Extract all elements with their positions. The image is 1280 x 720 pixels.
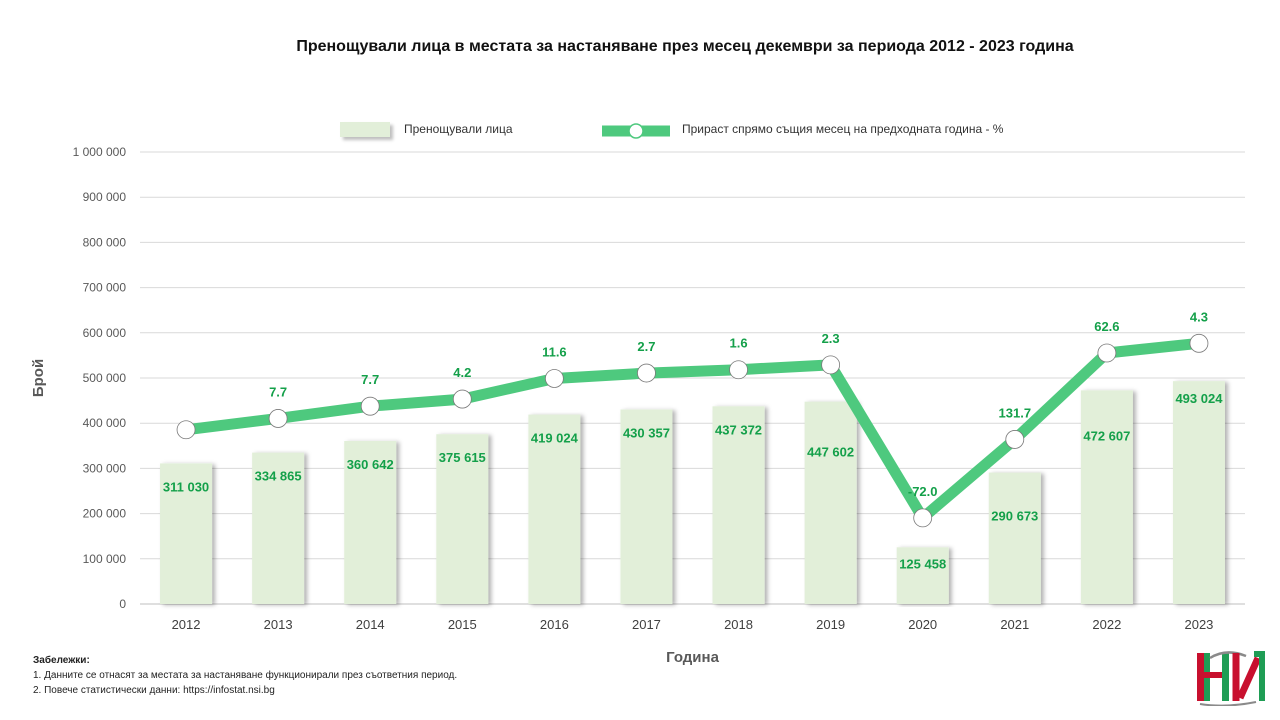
bar [344,440,397,604]
bar-data-label: 472 607 [1083,428,1130,443]
y-tick-label: 400 000 [83,416,127,430]
legend-label-bars: Пренощували лица [404,122,513,136]
line-data-label: 7.7 [269,384,287,399]
bar-data-label: 125 458 [899,556,946,571]
bar-data-label: 334 865 [255,469,302,484]
nsi-logo-icon [1197,651,1265,706]
legend-swatch-bars [340,122,390,137]
line-marker [1189,333,1209,353]
bar [1172,381,1225,604]
notes-line-2: 2. Повече статистически данни: https://i… [33,685,275,696]
legend-label-line: Прираст спрямо същия месец на предходнат… [682,122,1004,136]
y-tick-label: 100 000 [83,552,127,566]
bar-data-label: 290 673 [991,509,1038,524]
line-data-label: 11.6 [542,344,567,359]
line-marker [176,420,196,440]
bar [804,401,857,604]
bar [896,547,949,604]
y-tick-label: 700 000 [83,281,127,295]
x-tick-label: 2017 [632,617,661,632]
line-data-label: 62.6 [1094,319,1119,334]
bar-series [160,381,1225,604]
bar-data-label: 493 024 [1175,391,1223,406]
y-tick-label: 600 000 [83,326,127,340]
bar [712,406,765,604]
bar-data-label: 360 642 [347,457,394,472]
x-tick-label: 2013 [264,617,293,632]
y-axis-label: Брой [30,359,47,397]
bar [620,409,673,604]
line-marker [637,363,656,383]
x-tick-label: 2015 [448,617,477,632]
notes: Забележки: 1. Данните се отнасят за мест… [33,653,457,698]
legend-swatch-line [602,123,670,139]
y-tick-label: 1 000 000 [73,145,127,159]
bar [1080,390,1133,604]
line-marker [544,369,564,388]
x-tick-label: 2016 [540,617,569,632]
y-tick-label: 300 000 [83,461,127,475]
bar-data-label: 447 602 [807,445,854,460]
bar [160,463,213,604]
line-marker [729,360,748,380]
bar [988,472,1041,604]
line-data-label: 7.7 [361,372,379,387]
bar [528,414,581,604]
x-tick-label: 2023 [1184,617,1213,632]
gridlines [140,151,1245,605]
line-data-label: 4.2 [453,365,471,380]
bar [436,434,489,604]
line-marker [913,508,933,528]
bar-data-label: 375 615 [439,450,486,465]
y-tick-label: 200 000 [83,507,127,521]
x-tick-label: 2019 [816,617,845,632]
line-data-label: 1.6 [730,336,748,351]
line-marker [1097,343,1117,363]
x-tick-label: 2022 [1092,617,1121,632]
line-marker [268,409,288,428]
x-axis-label: Година [666,649,720,666]
x-tick-label: 2014 [356,617,385,632]
bar-data-label: 430 357 [623,425,670,440]
line-series [176,333,1209,528]
x-tick-label: 2012 [172,617,201,632]
x-tick-label: 2018 [724,617,753,632]
line-data-label: 131.7 [999,405,1032,420]
data-labels: 7.7 7.7 4.2 11.6 2.7 1.6 2.3 -72.0 131.7 62.6 4.3 3… [163,309,1223,571]
bar [252,452,305,604]
notes-line-1: 1. Данните се отнасят за местата за наст… [33,670,458,681]
growth-line [180,337,1205,524]
line-data-label: -72.0 [908,484,938,499]
bar-data-label: 419 024 [531,431,579,446]
line-data-label: 4.3 [1190,309,1208,324]
line-marker [821,355,841,375]
bar-data-label: 311 030 [163,479,209,494]
line-data-label: 2.3 [822,331,840,346]
notes-title: Забележки: [33,655,90,666]
x-tick-label: 2021 [1000,617,1029,632]
axes: 0 100 000 200 000 300 000 400 000 500 000 600 … [30,145,1213,666]
line-marker [360,396,380,416]
y-tick-label: 800 000 [83,235,127,249]
y-tick-label: 0 [119,597,126,611]
chart-title: Пренощували лица в местата за настаняван… [296,38,1074,55]
line-marker [452,389,472,409]
line-marker [1005,430,1025,449]
bar-data-label: 437 372 [715,422,762,437]
line-data-label: 2.7 [637,339,655,354]
y-tick-label: 900 000 [83,190,127,204]
y-tick-label: 500 000 [83,371,127,385]
x-tick-label: 2020 [908,617,937,632]
